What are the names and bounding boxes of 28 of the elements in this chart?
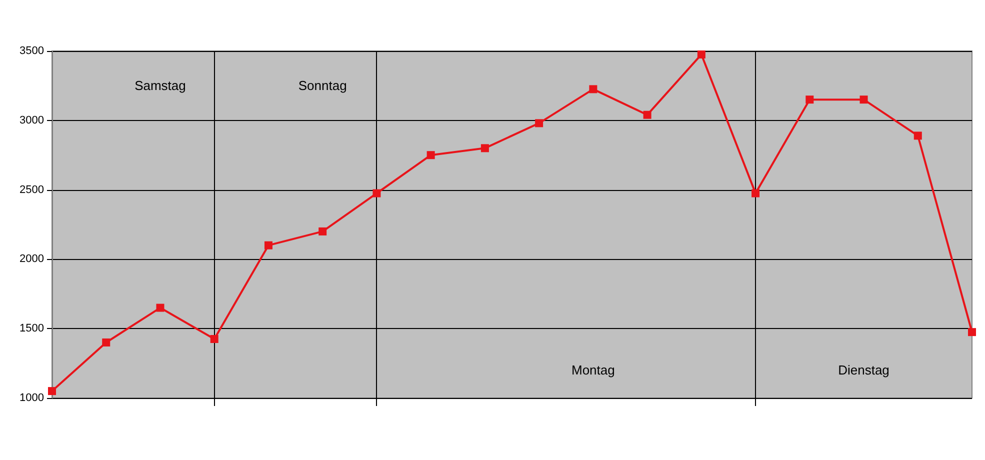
y-tick-label: 3000 — [20, 114, 44, 126]
point — [643, 110, 652, 119]
y-tick-label: 3500 — [20, 45, 44, 57]
point — [318, 227, 327, 236]
point — [426, 151, 435, 160]
point — [156, 304, 164, 312]
point — [535, 119, 544, 128]
point — [210, 335, 218, 344]
annotation: Samstag — [134, 78, 186, 94]
annotation: Montag — [571, 362, 615, 378]
point — [968, 328, 976, 336]
point — [914, 132, 922, 140]
y-tick-label: 1500 — [20, 322, 44, 335]
point — [48, 387, 56, 396]
y-tick-label: 1000 — [20, 392, 44, 404]
point — [480, 144, 489, 152]
point — [264, 241, 272, 250]
point — [806, 96, 814, 104]
point — [372, 189, 381, 198]
y-tick-label: 2000 — [20, 253, 44, 266]
point — [589, 85, 598, 94]
y-tick-label: 2500 — [20, 184, 44, 196]
point — [697, 50, 706, 58]
point — [752, 189, 760, 198]
annotation: Dienstag — [838, 362, 890, 378]
annotation: Sonntag — [298, 78, 347, 94]
point — [860, 96, 868, 104]
point — [102, 338, 110, 346]
